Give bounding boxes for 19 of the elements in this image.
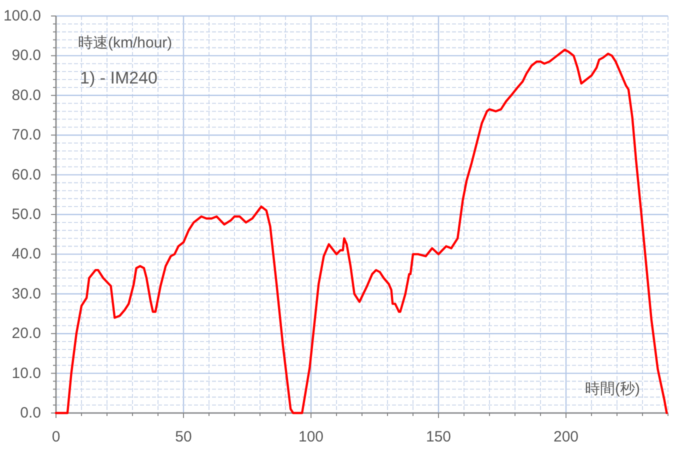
x-tick-label: 0 <box>52 428 60 446</box>
y-tick-label: 90.0 <box>12 47 41 64</box>
y-tick-label: 100.0 <box>3 8 41 24</box>
y-tick-label: 10.0 <box>12 364 41 382</box>
x-axis-title: 時間(秒) <box>585 380 640 398</box>
x-tick-label: 50 <box>175 428 192 446</box>
y-tick-label: 40.0 <box>12 246 41 263</box>
y-tick-label: 60.0 <box>12 166 41 184</box>
x-tick-label: 100 <box>298 428 324 446</box>
x-tick-label: 200 <box>553 428 579 446</box>
y-tick-label: 50.0 <box>12 206 41 223</box>
y-tick-label: 0.0 <box>20 404 41 422</box>
y-tick-label: 80.0 <box>12 86 41 104</box>
x-tick-label: 150 <box>426 428 452 446</box>
y-axis-title: 時速(km/hour) <box>78 34 172 52</box>
text: 1) - IM240 <box>80 68 158 88</box>
y-tick-label: 70.0 <box>12 126 41 144</box>
y-tick-label: 30.0 <box>12 285 41 302</box>
y-tick-label: 20.0 <box>12 325 41 342</box>
